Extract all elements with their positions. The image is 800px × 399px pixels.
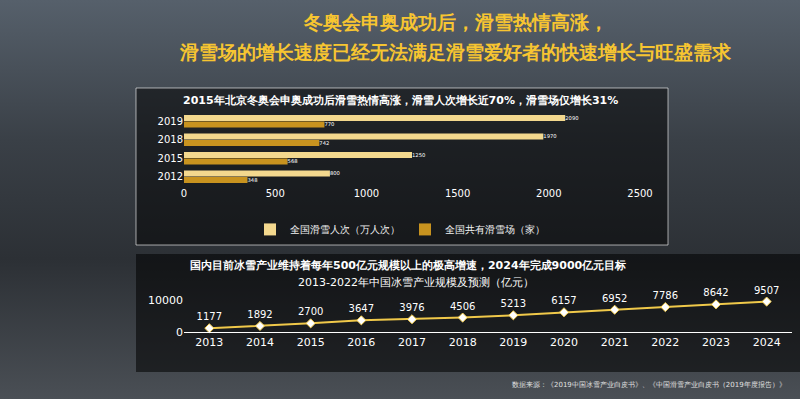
- svg-text:1500: 1500: [445, 188, 470, 199]
- svg-text:1250: 1250: [412, 152, 425, 158]
- svg-text:滑雪场的增长速度已经无法满足滑雪爱好者的快速增长与旺盛需求: 滑雪场的增长速度已经无法满足滑雪爱好者的快速增长与旺盛需求: [179, 41, 732, 63]
- svg-text:742: 742: [319, 140, 329, 146]
- svg-text:国内目前冰雪产业维持着每年500亿元规模以上的极高增速，20: 国内目前冰雪产业维持着每年500亿元规模以上的极高增速，2024年完成9000亿…: [190, 259, 626, 272]
- svg-text:2700: 2700: [298, 306, 323, 317]
- svg-text:2015: 2015: [297, 336, 325, 349]
- svg-text:4506: 4506: [450, 301, 475, 312]
- svg-text:2018: 2018: [158, 134, 183, 145]
- svg-text:2000: 2000: [536, 188, 561, 199]
- svg-text:1892: 1892: [247, 309, 272, 320]
- svg-text:2020: 2020: [550, 336, 578, 349]
- svg-text:1177: 1177: [197, 311, 222, 322]
- svg-text:3976: 3976: [399, 302, 424, 313]
- svg-text:10000: 10000: [148, 294, 183, 307]
- svg-text:6952: 6952: [602, 293, 627, 304]
- svg-text:数据来源：《2019中国冰雪产业白皮书》、《中国滑雪产业白皮: 数据来源：《2019中国冰雪产业白皮书》、《中国滑雪产业白皮书（2019年度报告…: [512, 381, 786, 389]
- svg-text:2019: 2019: [158, 116, 183, 127]
- svg-text:全国滑雪人次（万人次）: 全国滑雪人次（万人次）: [290, 224, 400, 235]
- svg-text:770: 770: [324, 121, 334, 127]
- svg-text:2015年北京冬奥会申奥成功后滑雪热情高涨，滑雪人次增长近7: 2015年北京冬奥会申奥成功后滑雪热情高涨，滑雪人次增长近70%，滑雪场仅增长3…: [183, 94, 618, 107]
- svg-text:6157: 6157: [551, 295, 576, 306]
- svg-text:1970: 1970: [543, 133, 556, 139]
- svg-text:2019: 2019: [499, 336, 527, 349]
- svg-text:1000: 1000: [354, 188, 379, 199]
- svg-text:5213: 5213: [501, 298, 526, 309]
- svg-text:2015: 2015: [158, 153, 183, 164]
- svg-text:0: 0: [181, 188, 187, 199]
- svg-text:2013: 2013: [195, 336, 223, 349]
- svg-text:0: 0: [176, 326, 183, 339]
- svg-text:3647: 3647: [349, 303, 374, 314]
- svg-text:2012: 2012: [158, 171, 183, 182]
- svg-text:348: 348: [247, 177, 257, 183]
- svg-text:全国共有滑雪场（家）: 全国共有滑雪场（家）: [445, 224, 545, 235]
- svg-text:2018: 2018: [449, 336, 477, 349]
- svg-text:8642: 8642: [703, 287, 728, 298]
- svg-text:2017: 2017: [398, 336, 426, 349]
- svg-text:冬奥会申奥成功后，滑雪热情高涨，: 冬奥会申奥成功后，滑雪热情高涨，: [303, 11, 608, 33]
- svg-text:2090: 2090: [565, 115, 578, 121]
- svg-text:2022: 2022: [651, 336, 679, 349]
- svg-text:2021: 2021: [601, 336, 629, 349]
- svg-text:2016: 2016: [347, 336, 375, 349]
- svg-text:2500: 2500: [627, 188, 652, 199]
- svg-text:2013-2022年中国冰雪产业规模及预测（亿元）: 2013-2022年中国冰雪产业规模及预测（亿元）: [298, 276, 534, 289]
- svg-text:800: 800: [330, 170, 340, 176]
- svg-text:2023: 2023: [702, 336, 730, 349]
- svg-text:9507: 9507: [754, 285, 779, 296]
- svg-text:568: 568: [288, 158, 298, 164]
- svg-text:2024: 2024: [753, 336, 781, 349]
- svg-text:2014: 2014: [246, 336, 274, 349]
- svg-text:7786: 7786: [653, 290, 678, 301]
- svg-text:500: 500: [266, 188, 285, 199]
